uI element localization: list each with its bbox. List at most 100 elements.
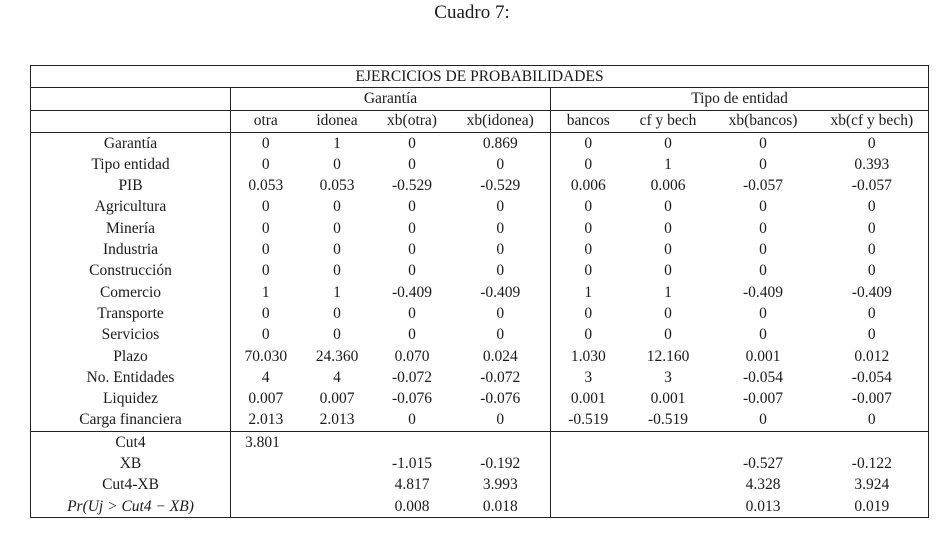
value-cell: 4.328: [745, 476, 781, 494]
value-cell: 0: [230, 154, 301, 176]
row-label: No. Entidades: [86, 368, 175, 386]
value-cell: 0: [408, 219, 416, 237]
row-label: Industria: [102, 241, 159, 259]
value-cell: 0: [759, 198, 767, 216]
table-row: Minería 0 0 0 0 0 0 0 0: [31, 218, 929, 240]
row-label: Agricultura: [94, 198, 167, 216]
value-cell: 0: [664, 134, 672, 152]
value-cell: 0.001: [550, 388, 626, 410]
value-cell: 0: [408, 155, 416, 173]
value-cell: 0.053: [319, 177, 355, 195]
value-cell: 0: [230, 260, 301, 282]
value-cell: [625, 431, 711, 454]
row-label: Minería: [105, 219, 156, 237]
value-cell: 0.024: [482, 347, 518, 365]
value-cell: 4: [230, 367, 301, 389]
table-title-row: EJERCICIOS DE PROBABILIDADES: [30, 65, 929, 89]
value-cell: 0: [408, 134, 416, 152]
value-cell: 4.817: [394, 476, 430, 494]
table-row: Garantía 0 1 0 0.869 0 0 0 0: [31, 132, 929, 155]
column-header: xb(otra): [373, 110, 451, 133]
column-header: xb(cf y bech): [815, 110, 929, 133]
value-cell: 0: [664, 262, 672, 280]
value-cell: 0: [867, 134, 876, 152]
value-cell: [710, 431, 816, 454]
value-cell: -0.122: [851, 454, 892, 472]
value-cell: 0: [759, 134, 767, 152]
value-cell: -0.519: [647, 411, 689, 429]
group-header-row: Garantía Tipo de entidad: [30, 87, 929, 111]
table-row: Transporte 0 0 0 0 0 0 0 0: [31, 303, 929, 325]
row-label: Liquidez: [102, 390, 159, 408]
value-cell: 0: [496, 326, 505, 344]
value-cell: 0: [496, 198, 505, 216]
value-cell: 1: [333, 283, 341, 301]
value-cell: 0.006: [550, 175, 626, 197]
value-cell: 0: [333, 326, 341, 344]
value-cell: -0.527: [742, 454, 784, 472]
value-cell: 0: [408, 304, 416, 322]
value-cell: 3: [550, 367, 626, 389]
value-cell: -0.072: [480, 368, 521, 386]
value-cell: 0: [664, 198, 672, 216]
value-cell: 0: [759, 326, 767, 344]
row-label: Servicios: [101, 326, 160, 344]
value-cell: 1: [333, 134, 341, 152]
group-header-garantia: Garantía: [230, 87, 551, 111]
value-cell: 0: [333, 155, 341, 173]
column-header: xb(idonea): [450, 110, 551, 133]
value-cell: [230, 453, 301, 475]
value-cell: 0: [333, 219, 341, 237]
value-cell: 0: [496, 304, 505, 322]
column-header: idonea: [300, 110, 374, 133]
value-cell: 1: [230, 281, 301, 304]
value-cell: 0: [664, 241, 672, 259]
value-cell: 0: [230, 218, 301, 240]
table-row: Plazo 70.030 24.360 0.070 0.024 1.030 12.160 0.…: [31, 345, 929, 368]
value-cell: 0: [333, 241, 341, 259]
value-cell: 0: [496, 241, 505, 259]
row-label: Carga financiera: [79, 411, 182, 429]
value-cell: -0.072: [391, 368, 433, 386]
column-header-row: otra idonea xb(otra) xb(idonea) bancos cf y b…: [30, 110, 929, 133]
value-cell: 0: [230, 324, 301, 346]
value-cell: 0: [408, 262, 416, 280]
row-label: Transporte: [97, 304, 164, 322]
probabilities-table: EJERCICIOS DE PROBABILIDADES Garantía Ti…: [30, 65, 930, 519]
value-cell: 0: [333, 198, 341, 216]
value-cell: [450, 431, 551, 454]
value-cell: -0.409: [742, 283, 784, 301]
value-cell: 0: [867, 262, 876, 280]
value-cell: 0.869: [482, 134, 518, 152]
value-cell: -0.519: [550, 409, 626, 432]
value-cell: 1.030: [550, 345, 626, 368]
value-cell: 0.001: [745, 347, 781, 365]
value-cell: 0.007: [319, 390, 355, 408]
row-label: Cut4: [30, 431, 231, 454]
value-cell: 0: [867, 411, 876, 429]
table-row: PIB 0.053 0.053 -0.529 -0.529 0.006 0.006 -0.05…: [31, 175, 929, 197]
value-cell: 0: [496, 411, 505, 429]
summary-row: XB -1.015 -0.192 -0.527 -0.122: [31, 453, 929, 475]
value-cell: 0: [867, 198, 876, 216]
value-cell: [373, 431, 451, 454]
value-cell: 2.013: [230, 409, 301, 432]
value-cell: 0.012: [854, 347, 890, 365]
value-cell: [230, 495, 301, 518]
value-cell: [550, 474, 626, 496]
table-caption: Cuadro 7:: [434, 2, 510, 23]
group-header-tipo-entidad: Tipo de entidad: [549, 87, 929, 111]
value-cell: 0: [759, 241, 767, 259]
value-cell: 0: [759, 262, 767, 280]
row-label: Cut4-XB: [102, 476, 159, 494]
value-cell: -0.054: [742, 368, 784, 386]
value-cell: -0.076: [480, 390, 521, 408]
value-cell: 4: [333, 368, 341, 386]
value-cell: [550, 453, 626, 475]
value-cell: 3.993: [482, 476, 518, 494]
row-label: Pr(Uj > Cut4 − XB): [67, 497, 194, 515]
value-cell: -0.529: [480, 177, 521, 195]
value-cell: 0: [867, 326, 876, 344]
table-row: Servicios 0 0 0 0 0 0 0 0: [31, 324, 929, 346]
value-cell: [230, 474, 301, 496]
